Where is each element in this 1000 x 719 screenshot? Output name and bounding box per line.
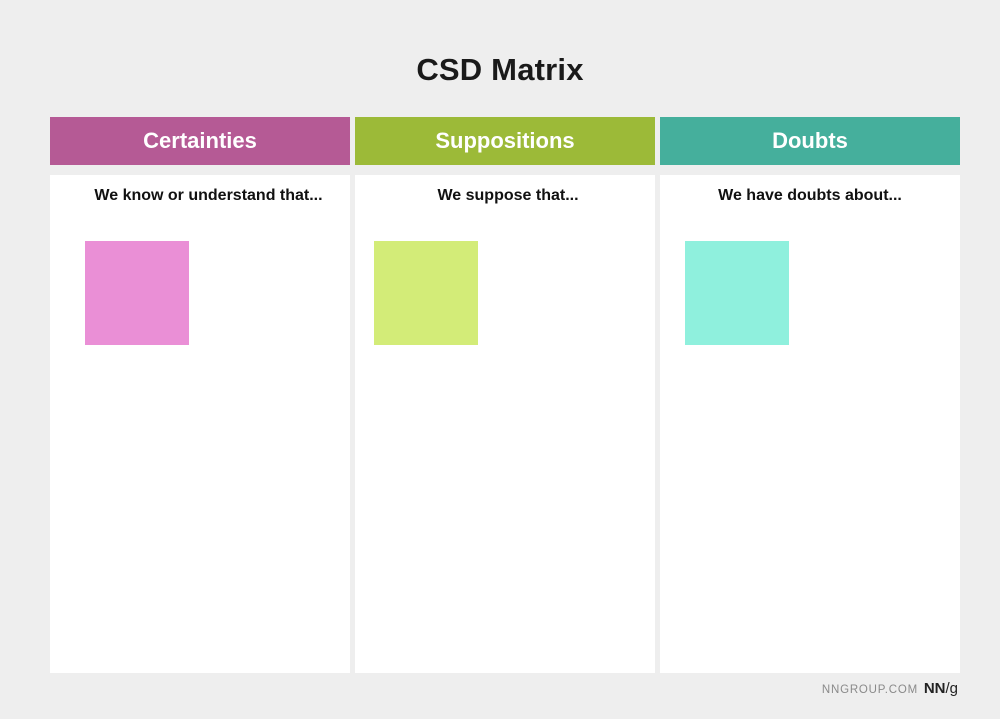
- column-header-label: Certainties: [143, 128, 257, 153]
- nng-logo: NN/g: [924, 680, 958, 697]
- logo-main: NN: [923, 680, 946, 697]
- column-header-suppositions: Suppositions: [355, 117, 655, 165]
- sticky-note-certainties[interactable]: [85, 241, 189, 345]
- column-prompt-certainties: We know or understand that...: [94, 187, 323, 204]
- page-title: CSD Matrix: [416, 52, 584, 87]
- sticky-note-suppositions[interactable]: [374, 241, 478, 345]
- logo-slash: /: [945, 680, 950, 697]
- column-header-label: Suppositions: [435, 128, 575, 153]
- column-header-doubts: Doubts: [660, 117, 960, 165]
- column-prompt-suppositions: We suppose that...: [437, 187, 579, 204]
- column-prompt-doubts: We have doubts about...: [718, 187, 902, 204]
- logo-tail: g: [949, 680, 958, 697]
- footer-site-url: NNGROUP.COM: [821, 684, 918, 696]
- column-header-label: Doubts: [772, 128, 848, 153]
- column-header-certainties: Certainties: [50, 117, 350, 165]
- sticky-note-doubts[interactable]: [685, 241, 789, 345]
